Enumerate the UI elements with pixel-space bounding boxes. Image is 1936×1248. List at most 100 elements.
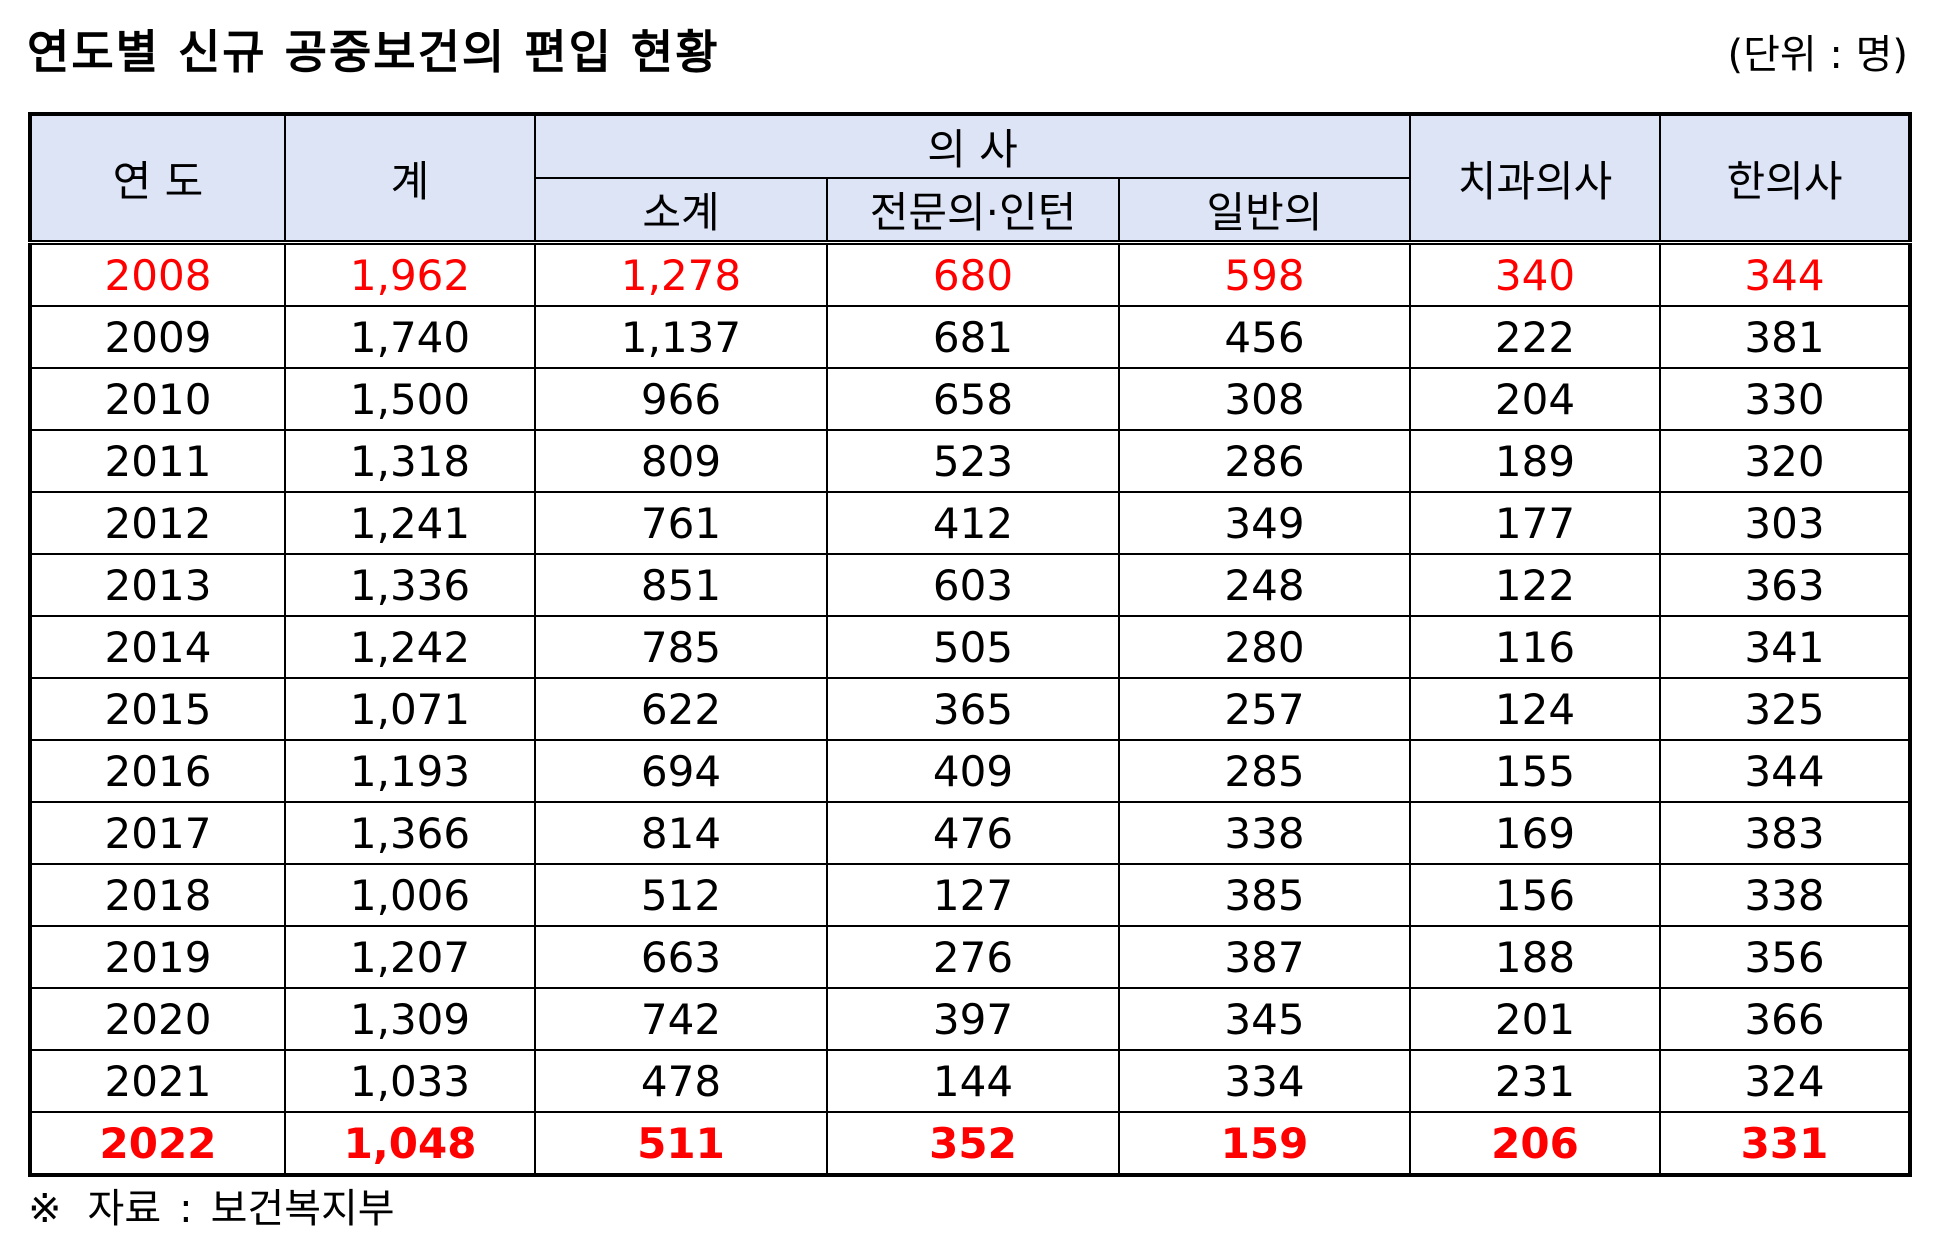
cell-subtotal: 785 xyxy=(534,615,828,679)
cell-dentist: 340 xyxy=(1409,241,1662,307)
cell-general: 286 xyxy=(1117,429,1412,493)
cell-specialist: 476 xyxy=(826,801,1120,865)
cell-specialist: 409 xyxy=(826,739,1120,803)
data-table: 연 도 계 의 사 치과의사 한의사 소계 전문의·인턴 일반의 2008 1,9… xyxy=(28,112,1913,1177)
cell-general: 280 xyxy=(1117,615,1412,679)
table-row: 2013 1,336 851 603 248 122 363 xyxy=(29,553,1912,617)
cell-specialist: 603 xyxy=(826,553,1120,617)
cell-subtotal: 966 xyxy=(534,367,828,431)
cell-subtotal: 814 xyxy=(534,801,828,865)
cell-oriental: 344 xyxy=(1659,739,1912,803)
cell-subtotal: 761 xyxy=(534,491,828,555)
cell-year: 2022 xyxy=(29,1111,286,1176)
cell-specialist: 352 xyxy=(826,1111,1120,1176)
cell-oriental: 341 xyxy=(1659,615,1912,679)
cell-general: 345 xyxy=(1117,987,1412,1051)
table-row: 2015 1,071 622 365 257 124 325 xyxy=(29,677,1912,741)
cell-year: 2011 xyxy=(29,429,286,493)
cell-specialist: 523 xyxy=(826,429,1120,493)
table-row: 2014 1,242 785 505 280 116 341 xyxy=(29,615,1912,679)
cell-dentist: 201 xyxy=(1409,987,1662,1051)
cell-oriental: 344 xyxy=(1659,241,1912,307)
table-row: 2012 1,241 761 412 349 177 303 xyxy=(29,491,1912,555)
cell-specialist: 144 xyxy=(826,1049,1120,1113)
source-separator: : xyxy=(179,1186,193,1232)
cell-general: 456 xyxy=(1117,305,1412,369)
cell-subtotal: 1,137 xyxy=(534,305,828,369)
cell-total: 1,071 xyxy=(284,677,536,741)
cell-total: 1,318 xyxy=(284,429,536,493)
cell-year: 2017 xyxy=(29,801,286,865)
cell-general: 387 xyxy=(1117,925,1412,989)
cell-general: 285 xyxy=(1117,739,1412,803)
cell-general: 385 xyxy=(1117,863,1412,927)
table-row: 2017 1,366 814 476 338 169 383 xyxy=(29,801,1912,865)
cell-oriental: 356 xyxy=(1659,925,1912,989)
cell-subtotal: 1,278 xyxy=(534,241,828,307)
cell-subtotal: 512 xyxy=(534,863,828,927)
page-title: 연도별 신규 공중보건의 편입 현황 xyxy=(27,25,720,79)
table-row: 2022 1,048 511 352 159 206 331 xyxy=(29,1111,1912,1176)
header-dentist: 치과의사 xyxy=(1409,113,1662,245)
cell-dentist: 124 xyxy=(1409,677,1662,741)
cell-specialist: 365 xyxy=(826,677,1120,741)
cell-dentist: 222 xyxy=(1409,305,1662,369)
source-value: 보건복지부 xyxy=(210,1186,395,1232)
cell-general: 248 xyxy=(1117,553,1412,617)
source-note: ※ 자료: 보건복지부 xyxy=(28,1176,395,1234)
cell-total: 1,207 xyxy=(284,925,536,989)
table-row: 2009 1,740 1,137 681 456 222 381 xyxy=(29,305,1912,369)
cell-subtotal: 622 xyxy=(534,677,828,741)
table-row: 2019 1,207 663 276 387 188 356 xyxy=(29,925,1912,989)
cell-subtotal: 851 xyxy=(534,553,828,617)
table-row: 2011 1,318 809 523 286 189 320 xyxy=(29,429,1912,493)
cell-total: 1,193 xyxy=(284,739,536,803)
cell-general: 598 xyxy=(1117,241,1412,307)
cell-general: 159 xyxy=(1117,1111,1412,1176)
cell-total: 1,740 xyxy=(284,305,536,369)
cell-specialist: 681 xyxy=(826,305,1120,369)
cell-year: 2012 xyxy=(29,491,286,555)
cell-oriental: 303 xyxy=(1659,491,1912,555)
cell-subtotal: 809 xyxy=(534,429,828,493)
cell-oriental: 320 xyxy=(1659,429,1912,493)
cell-oriental: 330 xyxy=(1659,367,1912,431)
header-specialist-intern: 전문의·인턴 xyxy=(826,177,1120,245)
cell-total: 1,336 xyxy=(284,553,536,617)
cell-oriental: 383 xyxy=(1659,801,1912,865)
cell-total: 1,500 xyxy=(284,367,536,431)
cell-subtotal: 694 xyxy=(534,739,828,803)
unit-label: (단위 : 명) xyxy=(1727,32,1908,78)
cell-total: 1,241 xyxy=(284,491,536,555)
cell-specialist: 680 xyxy=(826,241,1120,307)
cell-general: 338 xyxy=(1117,801,1412,865)
cell-year: 2008 xyxy=(29,241,286,307)
cell-dentist: 122 xyxy=(1409,553,1662,617)
header-doctor-group: 의 사 xyxy=(533,113,1412,179)
cell-total: 1,006 xyxy=(284,863,536,927)
cell-total: 1,048 xyxy=(284,1111,536,1176)
cell-specialist: 658 xyxy=(826,367,1120,431)
cell-year: 2010 xyxy=(29,367,286,431)
cell-specialist: 397 xyxy=(826,987,1120,1051)
cell-dentist: 231 xyxy=(1409,1049,1662,1113)
cell-dentist: 156 xyxy=(1409,863,1662,927)
cell-subtotal: 478 xyxy=(534,1049,828,1113)
cell-subtotal: 742 xyxy=(534,987,828,1051)
cell-general: 308 xyxy=(1117,367,1412,431)
header-general: 일반의 xyxy=(1117,177,1412,245)
cell-oriental: 381 xyxy=(1659,305,1912,369)
cell-year: 2013 xyxy=(29,553,286,617)
table-body: 2008 1,962 1,278 680 598 340 344 2009 1,740 1,13… xyxy=(29,241,1912,1176)
table-row: 2010 1,500 966 658 308 204 330 xyxy=(29,367,1912,431)
cell-oriental: 324 xyxy=(1659,1049,1912,1113)
cell-year: 2015 xyxy=(29,677,286,741)
cell-dentist: 177 xyxy=(1409,491,1662,555)
cell-dentist: 169 xyxy=(1409,801,1662,865)
cell-specialist: 276 xyxy=(826,925,1120,989)
cell-total: 1,033 xyxy=(284,1049,536,1113)
cell-year: 2016 xyxy=(29,739,286,803)
cell-total: 1,242 xyxy=(284,615,536,679)
cell-oriental: 363 xyxy=(1659,553,1912,617)
cell-specialist: 127 xyxy=(826,863,1120,927)
